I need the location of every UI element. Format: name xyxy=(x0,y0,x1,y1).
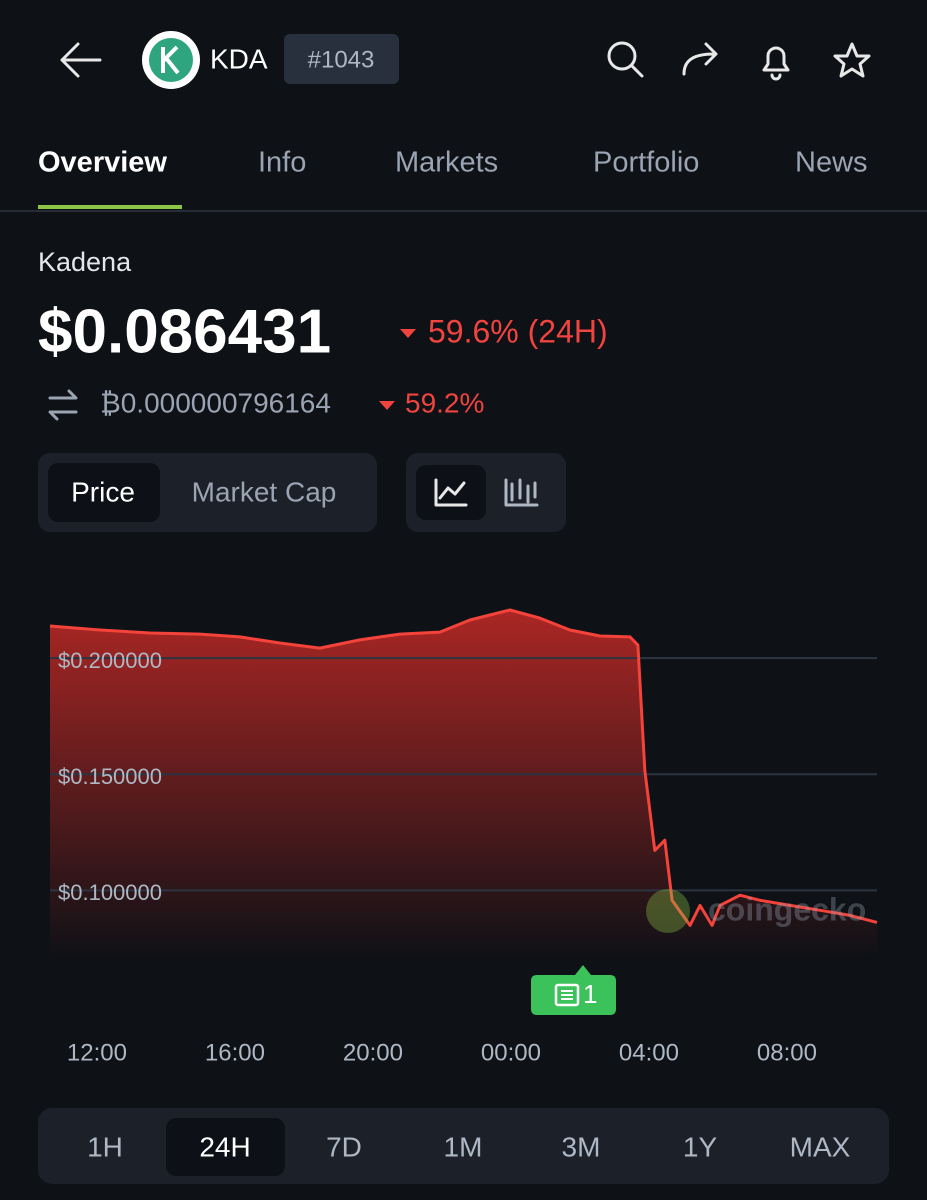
range-selected xyxy=(166,1118,285,1176)
tab[interactable]: News xyxy=(795,147,868,179)
price-line xyxy=(49,608,878,927)
range-options: 1H 24H 7D 1M 3M 1Y MAX xyxy=(87,1131,851,1162)
swap-icon xyxy=(48,389,78,421)
x-tick-label: 00:00 xyxy=(481,1039,541,1066)
y-tick-label: $0.200000 xyxy=(58,648,162,673)
coin-logo-inner xyxy=(149,38,193,82)
price: $0.086431 xyxy=(38,297,331,366)
toggle-option[interactable]: Market Cap xyxy=(192,476,337,507)
down-arrow xyxy=(379,401,395,410)
btc-change: 59.2% xyxy=(405,387,484,418)
range-option[interactable]: 3M xyxy=(562,1131,601,1162)
toggle-selected xyxy=(48,463,160,522)
alert-button[interactable] xyxy=(762,46,790,81)
rank-badge xyxy=(284,34,399,84)
tab[interactable]: Overview xyxy=(38,147,167,179)
x-tick-label: 04:00 xyxy=(619,1039,679,1066)
back-button[interactable] xyxy=(60,42,102,78)
coin-name: Kadena xyxy=(38,247,132,277)
share-button[interactable] xyxy=(682,42,718,76)
candle-chart-button[interactable] xyxy=(504,478,539,507)
x-tick-label: 08:00 xyxy=(757,1039,817,1066)
price-area xyxy=(50,610,877,960)
tab[interactable]: Info xyxy=(258,147,306,179)
range-option[interactable]: 1H xyxy=(87,1131,123,1162)
news-badge[interactable] xyxy=(531,965,616,1015)
y-tick-label: $0.100000 xyxy=(58,880,162,905)
down-arrow xyxy=(400,329,416,338)
x-tick-label: 16:00 xyxy=(205,1039,265,1066)
search-button[interactable] xyxy=(607,41,644,78)
y-tick-label: $0.150000 xyxy=(58,764,162,789)
news-icon xyxy=(554,983,580,1007)
favorite-button[interactable] xyxy=(833,42,871,78)
range-option[interactable]: 24H xyxy=(199,1131,250,1162)
range-option[interactable]: MAX xyxy=(790,1131,851,1162)
x-tick-label: 12:00 xyxy=(67,1039,127,1066)
rank: #1043 xyxy=(308,46,375,73)
range-option[interactable]: 1Y xyxy=(683,1131,718,1162)
line-chart-button[interactable] xyxy=(434,478,468,507)
watermark-logo xyxy=(646,889,690,933)
range-option[interactable]: 7D xyxy=(326,1131,362,1162)
tab-indicator xyxy=(38,205,182,209)
range-option[interactable]: 1M xyxy=(444,1131,483,1162)
news-icon-lines xyxy=(561,990,573,1000)
tab[interactable]: Markets xyxy=(395,147,498,179)
divider xyxy=(0,210,927,212)
price-change: 59.6% (24H) xyxy=(428,313,608,349)
ticker: KDA xyxy=(210,43,268,74)
price-chart: $0.200000 $0.150000 $0.100000 coingecko 12:0… xyxy=(49,608,878,1066)
watermark: coingecko xyxy=(708,891,866,927)
x-tick-label: 20:00 xyxy=(343,1039,403,1066)
tab[interactable]: Portfolio xyxy=(593,147,699,179)
news-count: 1 xyxy=(583,979,597,1009)
btc-price: ₿0.000000796164 xyxy=(100,387,331,418)
coin-logo-k xyxy=(161,45,180,75)
toggle-option[interactable]: Price xyxy=(71,476,135,507)
